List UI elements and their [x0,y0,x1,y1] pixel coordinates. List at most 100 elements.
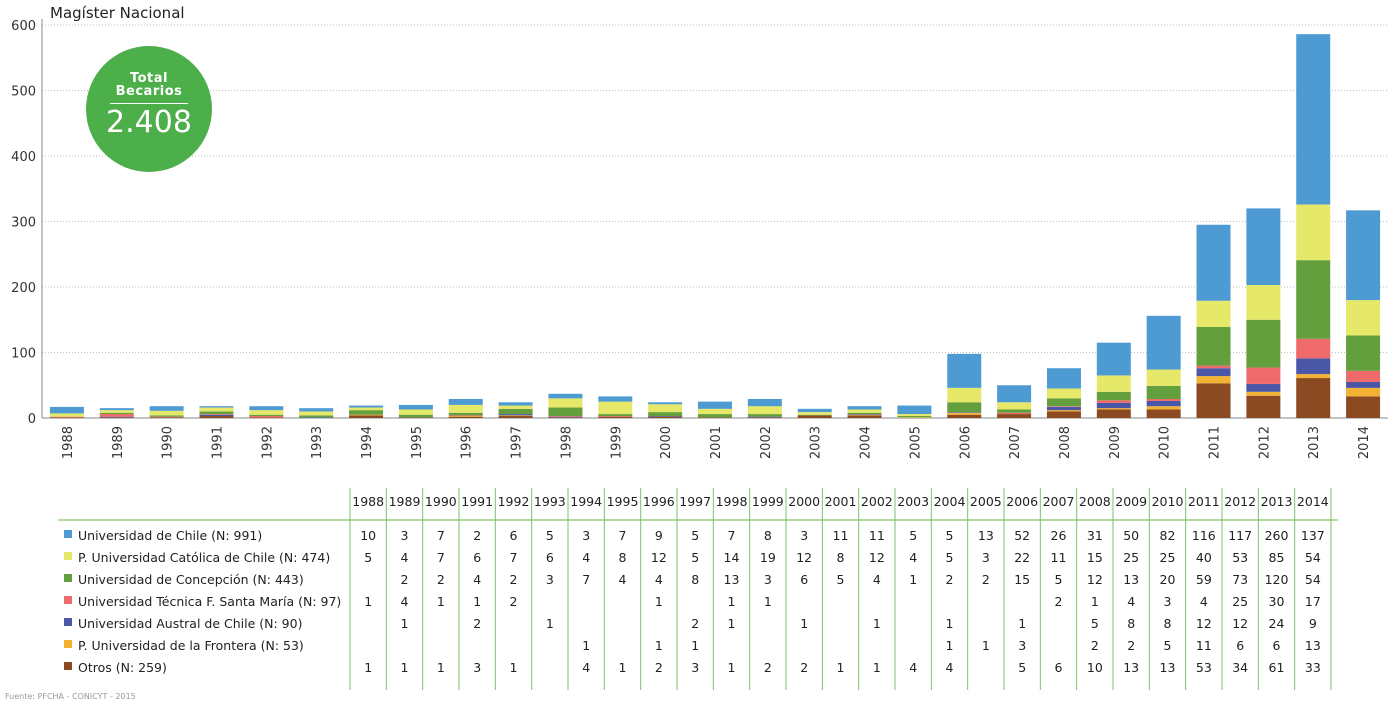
bar-segment [398,409,433,415]
bar-segment [1246,367,1281,384]
bar-segment [947,412,982,413]
bar-segment [1046,410,1081,412]
bar-segment [1196,224,1231,301]
x-tick-label: 2012 [1257,426,1272,459]
bar-segment [1046,406,1081,411]
bar-segment [1096,409,1131,418]
bar-segment [1196,368,1231,377]
bar-segment [947,412,982,415]
bar-segment [1196,383,1231,418]
bar-segment [448,416,483,417]
bar-segment [1246,319,1281,368]
x-tick-label: 2000 [659,426,674,459]
bar-segment [1346,370,1381,382]
badge-label-line1: Total [129,71,168,86]
bar-segment [1196,376,1231,384]
bar-segment [997,412,1032,415]
bar-segment [199,407,234,412]
x-tick-label: 1990 [161,426,176,459]
x-tick-label: 2003 [809,426,824,459]
x-tick-label: 1994 [360,426,375,459]
bar-segment [299,417,334,418]
bar-segment [847,414,882,415]
bar-segment [498,416,533,418]
bar-segment [149,410,184,416]
bar-segment [648,416,683,417]
bar-segment [847,412,882,415]
bar-segment [498,408,533,415]
y-tick-label: 400 [11,150,36,165]
x-tick-label: 1995 [410,426,425,459]
bar-segment [448,416,483,418]
bar-segment [797,408,832,413]
bar-segment [1096,400,1131,403]
badge-label: Total Becarios [86,72,212,98]
bar-segment [1046,368,1081,389]
bar-segment [1096,375,1131,392]
source-note: Fuente: PFCHA - CONICYT - 2015 [5,692,136,701]
bar-segment [1146,315,1181,370]
bar-segment [349,415,384,418]
bar-segment [897,405,932,415]
bar-segment [99,417,134,418]
x-tick-label: 1997 [510,426,525,459]
bar-segment [548,416,583,417]
bar-segment [448,412,483,416]
bar-segment [149,417,184,418]
bar-segment [49,413,84,417]
x-tick-label: 2005 [908,426,923,459]
bar-segment [448,404,483,413]
bar-segment [847,409,882,413]
bar-segment [99,412,134,415]
bar-segment [548,407,583,417]
x-tick-label: 2001 [709,426,724,459]
bar-segment [199,414,234,415]
bar-segment [548,398,583,408]
y-tick-label: 500 [11,85,36,100]
bar-segment [1046,388,1081,399]
x-tick-label: 2008 [1058,426,1073,459]
bar-segment [1346,210,1381,301]
x-tick-label: 2004 [859,426,874,459]
bar-segment [1096,342,1131,376]
bar-segment [149,406,184,411]
bars [49,34,1381,418]
bar-segment [1246,285,1281,320]
bar-segment [1046,411,1081,418]
bar-segment [448,415,483,417]
x-tick-label: 1991 [210,426,225,459]
badge-divider [110,103,188,104]
total-becarios-badge: Total Becarios 2.408 [86,46,212,172]
x-tick-label: 1998 [559,426,574,459]
bar-segment [1246,383,1281,392]
bar-segment [1146,369,1181,386]
bar-segment [947,387,982,403]
bar-segment [598,416,633,417]
bar-segment [1296,358,1331,375]
bar-segment [448,399,483,405]
gridlines [42,24,1388,353]
x-tick-label: 1993 [310,426,325,459]
bar-segment [99,414,134,417]
x-tick-label: 1999 [609,426,624,459]
bar-segment [997,409,1032,413]
bar-segment [698,408,732,415]
bar-segment [897,417,932,418]
bar-segment [349,414,384,416]
bar-segment [299,411,334,416]
x-tick-label: 2002 [759,426,774,459]
bar-segment [598,414,633,417]
bar-segment [149,416,184,418]
x-tick-label: 1996 [460,426,475,459]
bar-segment [598,396,633,402]
bar-segment [1296,34,1331,205]
bar-segment [747,417,782,418]
bar-segment [1246,208,1281,286]
bar-segment [349,410,384,415]
bar-segment [997,385,1032,403]
bar-segment [249,406,284,411]
bar-segment [947,353,982,388]
bar-segment [99,410,134,413]
bar-segment [1146,406,1181,410]
